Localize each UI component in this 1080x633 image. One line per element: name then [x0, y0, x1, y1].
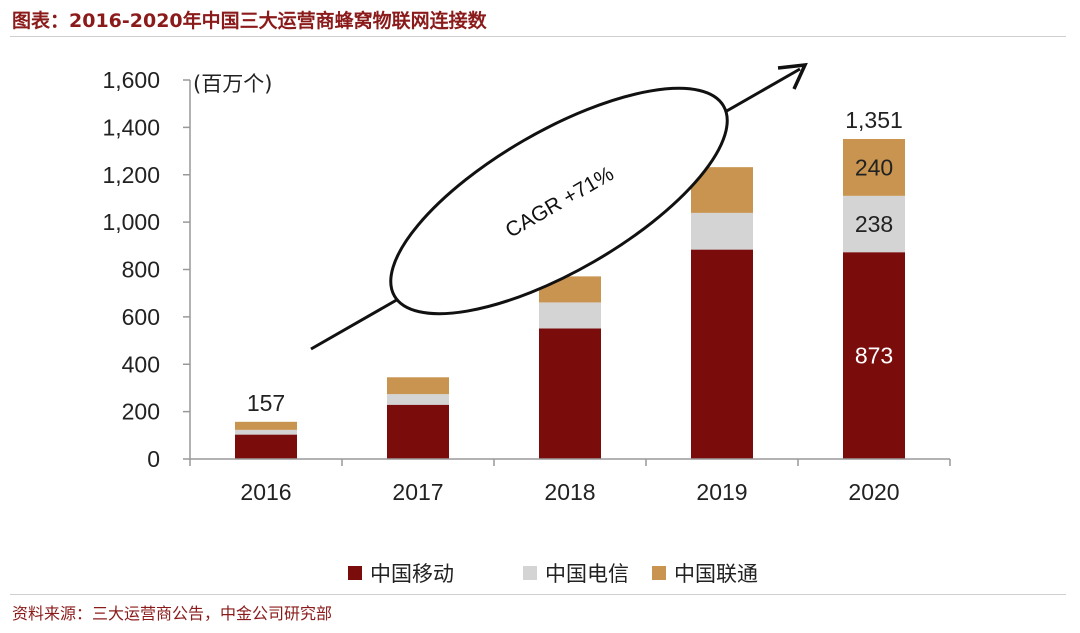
bar-segment-2017-2 [387, 377, 449, 395]
x-tick-label: 2016 [240, 479, 291, 505]
legend-item-2: 中国联通 [652, 562, 758, 586]
segment-label-2020-1: 238 [855, 211, 893, 237]
legend-label: 中国电信 [545, 562, 629, 586]
data-labels-layer: 157 1,351 873 238 240 [247, 107, 903, 416]
y-tick-label: 400 [122, 351, 160, 377]
source-divider [10, 594, 1066, 595]
source-note: 资料来源：三大运营商公告，中金公司研究部 [12, 604, 333, 623]
legend-swatch [523, 566, 537, 580]
y-tick-label: 200 [122, 399, 160, 425]
total-label-2016: 157 [247, 390, 285, 416]
x-tick-layer: 2016 2017 2018 2019 2020 [189, 459, 951, 505]
trend-arrow-head-icon [777, 62, 808, 90]
total-label-2020: 1,351 [845, 107, 903, 133]
x-tick-label: 2018 [544, 479, 595, 505]
bar-segment-2017-1 [387, 394, 449, 405]
bar-segment-2017-0 [387, 404, 449, 459]
y-tick-layer: 0 200 400 600 800 1,000 1,200 1,400 1,600 [102, 67, 190, 472]
bar-segment-2018-1 [539, 302, 601, 329]
x-tick-label: 2019 [696, 479, 747, 505]
bar-segment-2019-1 [691, 212, 753, 250]
y-tick-label: 800 [122, 257, 160, 283]
y-tick-label: 1,000 [102, 209, 160, 235]
legend-item-1: 中国电信 [523, 562, 629, 586]
x-tick-label: 2020 [848, 479, 899, 505]
title-divider [10, 36, 1066, 37]
cagr-ellipse [389, 86, 729, 316]
legend: 中国移动 中国电信 中国联通 [348, 562, 758, 586]
bar-segment-2016-0 [235, 434, 297, 459]
y-tick-label: 0 [147, 446, 160, 472]
y-tick-label: 1,400 [102, 114, 160, 140]
bar-segment-2020-2 [843, 138, 905, 196]
legend-swatch [652, 566, 666, 580]
legend-label: 中国联通 [674, 562, 758, 586]
bars-layer [235, 138, 905, 459]
segment-label-2020-2: 240 [855, 154, 893, 180]
cagr-annotation: CAGR +71% [310, 62, 808, 351]
bar-segment-2020-0 [843, 252, 905, 459]
y-tick-label: 1,600 [102, 67, 160, 93]
legend-swatch [348, 566, 362, 580]
chart-title: 图表：2016-2020年中国三大运营商蜂窝物联网连接数 [12, 10, 487, 32]
bar-segment-2016-2 [235, 421, 297, 430]
bar-segment-2019-0 [691, 249, 753, 459]
segment-label-2020-0: 873 [855, 343, 893, 369]
x-tick-label: 2017 [392, 479, 443, 505]
bar-segment-2018-0 [539, 328, 601, 459]
y-tick-label: 1,200 [102, 162, 160, 188]
bar-segment-2016-1 [235, 429, 297, 435]
unit-label: (百万个) [193, 72, 272, 96]
y-tick-label: 600 [122, 304, 160, 330]
legend-label: 中国移动 [370, 562, 454, 586]
legend-item-0: 中国移动 [348, 562, 454, 586]
bar-segment-2020-1 [843, 195, 905, 253]
